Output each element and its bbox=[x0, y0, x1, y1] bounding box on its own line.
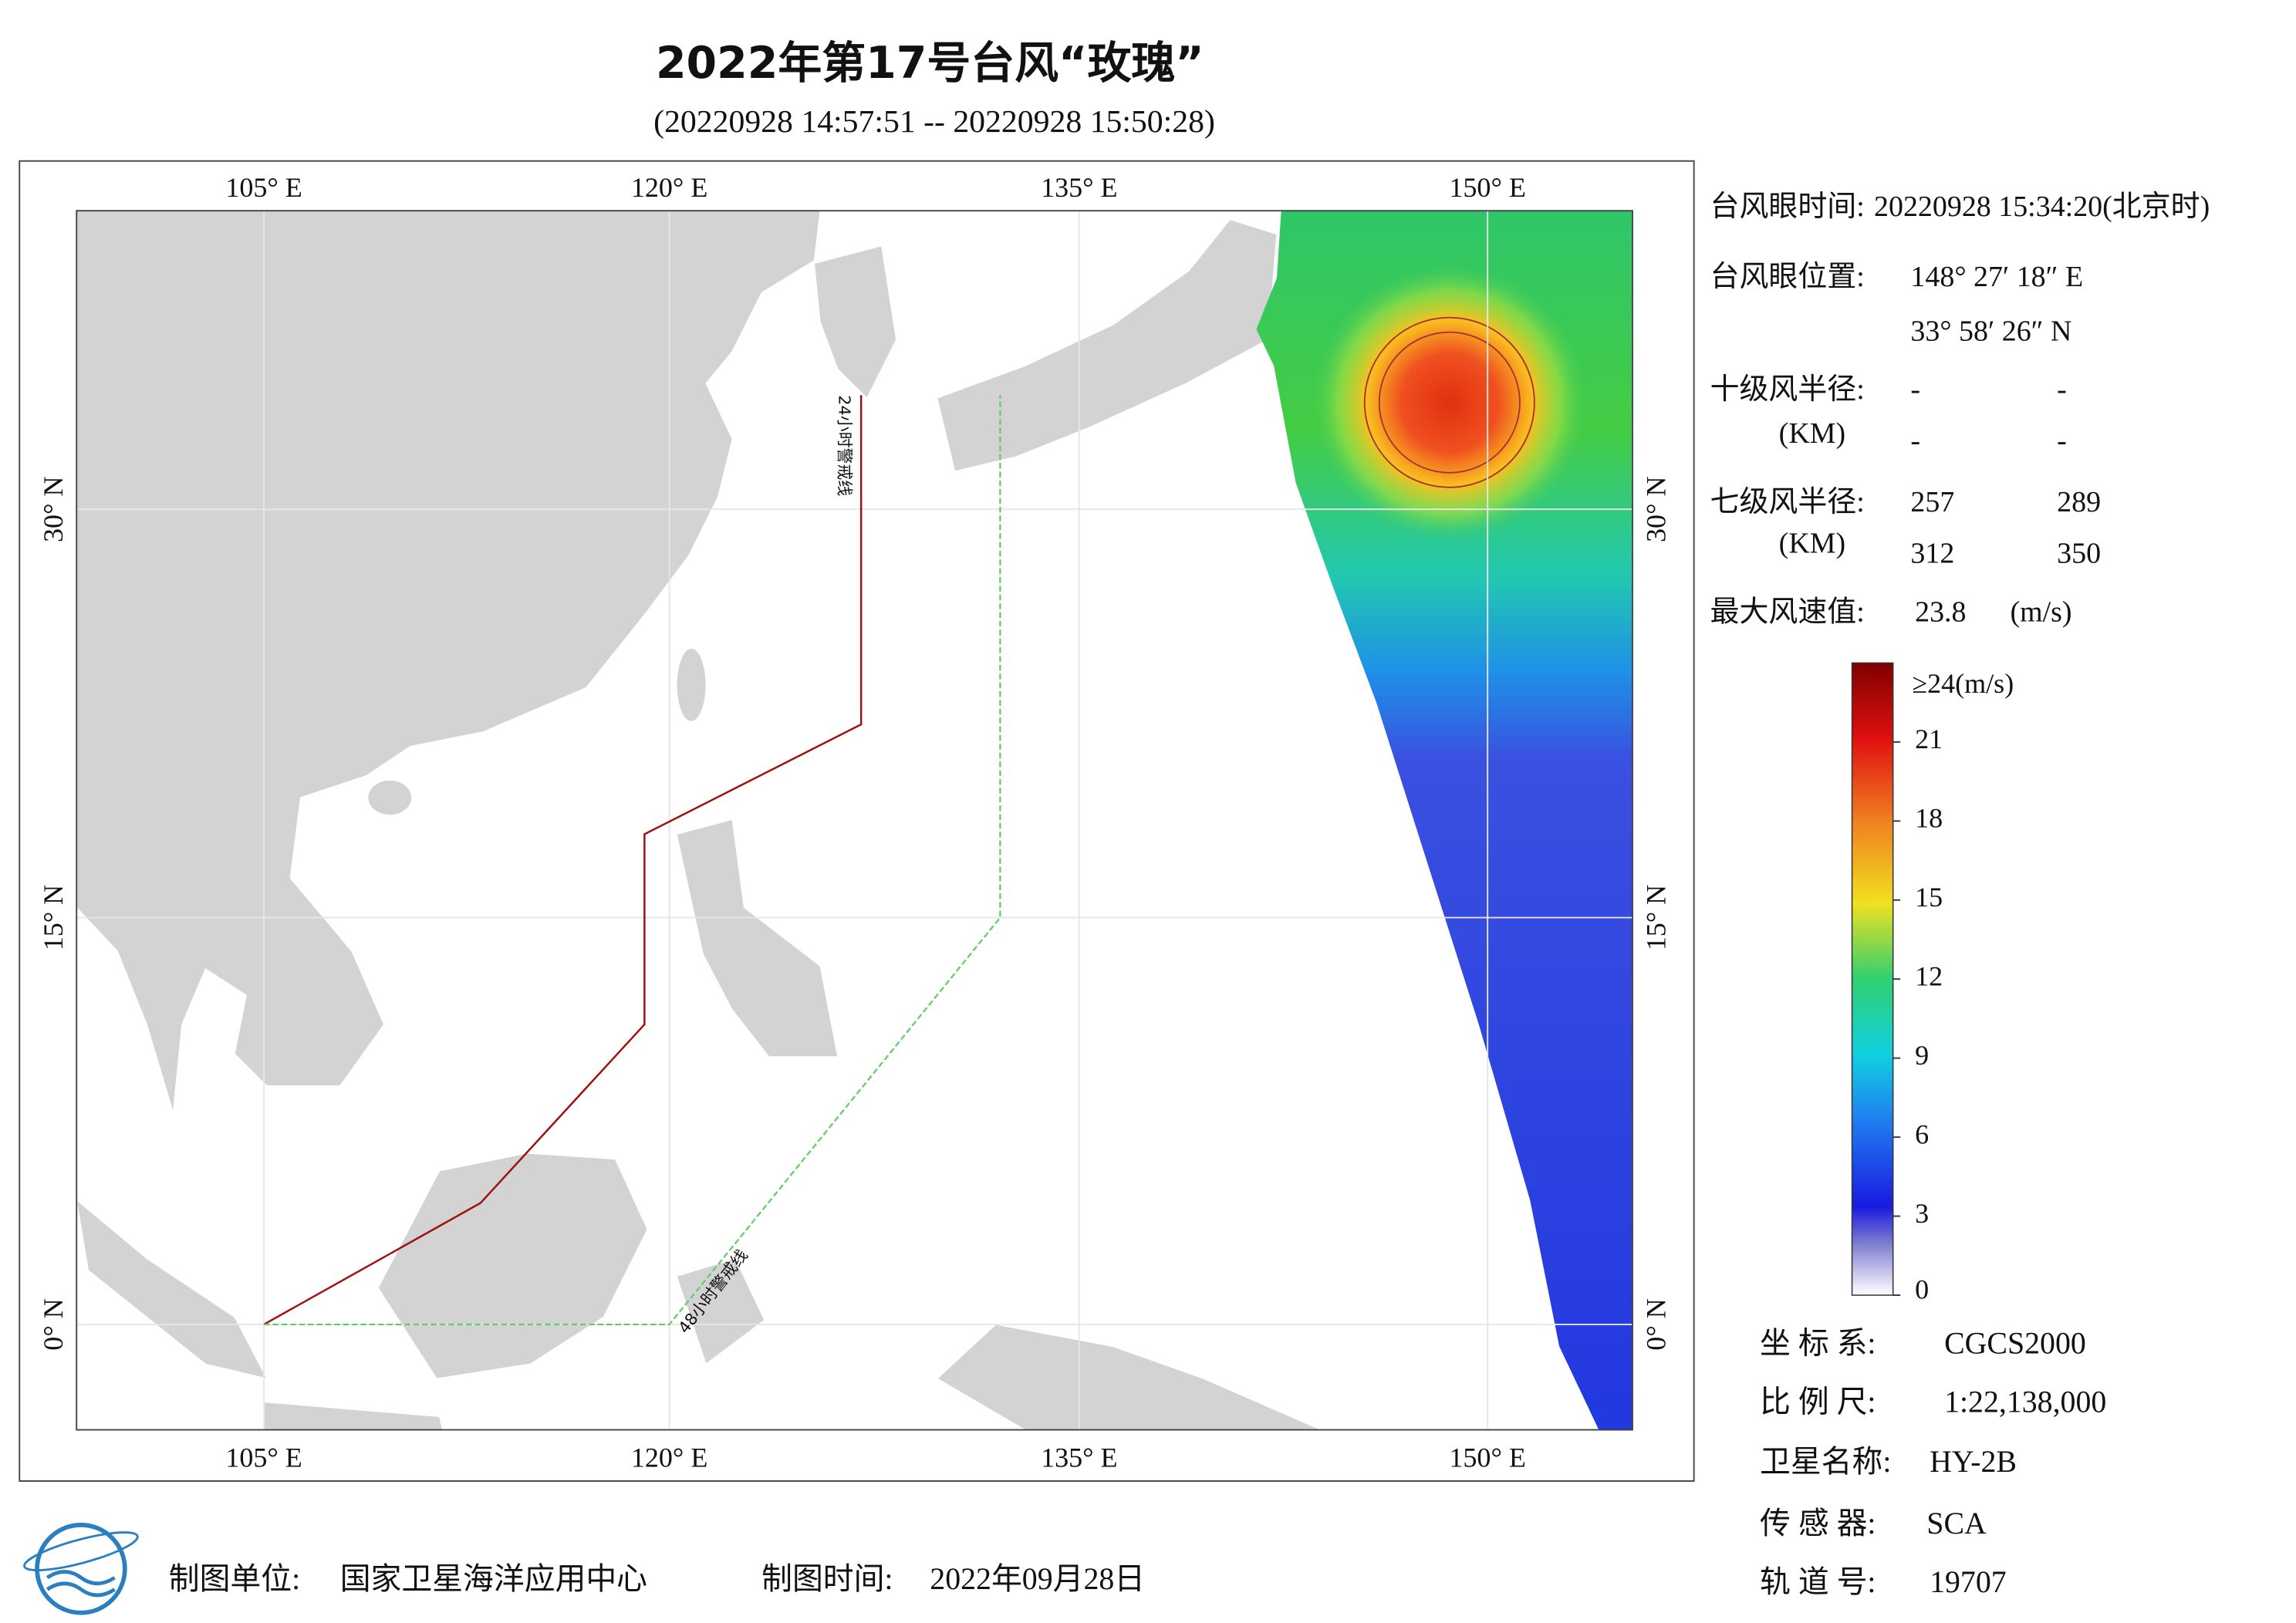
map-border bbox=[76, 210, 1633, 1431]
map-frame bbox=[19, 160, 1695, 1482]
map: 24小时警戒线 48小时警戒线 bbox=[76, 211, 1633, 1430]
lon-label: 135° E bbox=[1041, 1442, 1117, 1473]
lat-labels: 30° N 15° N 0° N 30° N 15° N 0° N bbox=[38, 476, 1671, 1350]
footer-value: 2022年09月28日 bbox=[930, 1561, 1145, 1596]
lon-label: 150° E bbox=[1449, 1442, 1525, 1473]
info-value: - bbox=[2057, 373, 2067, 406]
info-label: 最大风速值: bbox=[1710, 596, 1865, 629]
info-value: 312 bbox=[1910, 538, 1954, 570]
info-value: 33° 58′ 26″ N bbox=[1910, 315, 2071, 347]
japan bbox=[937, 218, 1278, 472]
colorbar-ticks: 0 3 6 9 12 15 18 21 ≥24(m/s) bbox=[1893, 668, 2014, 1304]
colorbar-label: 0 bbox=[1915, 1274, 1929, 1304]
colorbar-label: 12 bbox=[1915, 960, 1943, 991]
hainan bbox=[367, 779, 413, 816]
title: 2022年第17号台风“玫瑰” bbox=[656, 38, 1204, 89]
info-value: 257 bbox=[1910, 486, 1954, 518]
sulawesi bbox=[676, 1257, 765, 1365]
lat-label: 0° N bbox=[38, 1298, 69, 1350]
footer-label: 传 感 器: bbox=[1760, 1506, 1876, 1540]
philippines bbox=[676, 818, 839, 1058]
info-value: - bbox=[1910, 373, 1920, 406]
grid bbox=[76, 211, 1633, 1430]
info-label: 台风眼时间: bbox=[1710, 191, 1865, 223]
lat-label: 0° N bbox=[1640, 1298, 1671, 1350]
colorbar-label: 15 bbox=[1915, 882, 1943, 913]
colorbar-label: ≥24(m/s) bbox=[1912, 668, 2014, 699]
warning-line-24h bbox=[263, 395, 863, 1326]
info-value: 350 bbox=[2057, 538, 2101, 570]
footer-value: HY-2B bbox=[1930, 1444, 2017, 1479]
korea bbox=[813, 245, 897, 400]
logo-ring bbox=[35, 1523, 127, 1615]
footer-value: CGCS2000 bbox=[1944, 1326, 2086, 1361]
info-unit: (KM) bbox=[1779, 417, 1845, 450]
footer-label: 制图时间: bbox=[761, 1561, 893, 1596]
info-unit: (m/s) bbox=[2010, 596, 2071, 629]
lon-label: 150° E bbox=[1449, 172, 1525, 203]
lon-label: 120° E bbox=[631, 172, 707, 203]
footer-label: 轨 道 号: bbox=[1760, 1564, 1876, 1599]
mainland bbox=[76, 211, 821, 1113]
footer-info: 坐 标 系: CGCS2000 比 例 尺: 1:22,138,000 卫星名称… bbox=[169, 1326, 2107, 1599]
info-panel: 台风眼时间: 20220928 15:34:20(北京时) 台风眼位置: 148… bbox=[1710, 191, 2210, 629]
lon-label: 105° E bbox=[225, 172, 302, 203]
footer-label: 制图单位: bbox=[169, 1561, 300, 1596]
lat-label: 30° N bbox=[38, 476, 69, 542]
logo-orbit bbox=[23, 1531, 139, 1571]
lat-label: 30° N bbox=[1640, 476, 1671, 542]
subtitle: (20220928 14:57:51 -- 20220928 15:50:28) bbox=[653, 104, 1215, 140]
footer-value: 1:22,138,000 bbox=[1944, 1384, 2106, 1419]
info-value: 20220928 15:34:20(北京时) bbox=[1874, 191, 2210, 223]
lat-label: 15° N bbox=[1640, 885, 1671, 950]
info-label: 十级风半径: bbox=[1710, 373, 1865, 406]
logo bbox=[23, 1523, 139, 1615]
info-value: - bbox=[1910, 425, 1920, 457]
footer-value: SCA bbox=[1926, 1506, 1987, 1540]
lon-label: 135° E bbox=[1041, 172, 1117, 203]
radius-ring bbox=[1363, 316, 1535, 488]
warning-line-48h bbox=[264, 395, 1001, 1326]
colorbar bbox=[1851, 662, 1894, 1296]
lat-label: 15° N bbox=[38, 885, 69, 950]
lon-labels: 105° E 120° E 135° E 150° E 105° E 120° … bbox=[225, 172, 1526, 1473]
info-value: 289 bbox=[2057, 486, 2101, 518]
footer-label: 比 例 尺: bbox=[1760, 1384, 1876, 1419]
colorbar-label: 21 bbox=[1915, 724, 1943, 754]
sumatra bbox=[76, 1199, 268, 1380]
typhoon-core bbox=[1310, 263, 1589, 542]
info-value: 148° 27′ 18″ E bbox=[1910, 261, 2083, 293]
warning-label: 24小时警戒线 bbox=[835, 395, 853, 496]
lon-label: 105° E bbox=[225, 1442, 302, 1473]
info-unit: (KM) bbox=[1779, 527, 1845, 559]
colorbar-label: 9 bbox=[1915, 1040, 1929, 1071]
radius-ring bbox=[1378, 331, 1521, 474]
info-label: 台风眼位置: bbox=[1710, 261, 1865, 293]
colorbar-label: 6 bbox=[1915, 1119, 1929, 1149]
colorbar-label: 18 bbox=[1915, 803, 1943, 834]
footer-label: 卫星名称: bbox=[1760, 1444, 1891, 1479]
info-label: 七级风半径: bbox=[1710, 486, 1865, 518]
colorbar-label: 3 bbox=[1915, 1198, 1929, 1229]
new-guinea bbox=[936, 1324, 1322, 1430]
footer-value: 19707 bbox=[1930, 1564, 2007, 1599]
taiwan bbox=[676, 647, 707, 722]
lon-label: 120° E bbox=[631, 1442, 707, 1473]
borneo bbox=[377, 1152, 648, 1379]
footer-label: 坐 标 系: bbox=[1760, 1326, 1876, 1361]
logo-waves bbox=[46, 1570, 116, 1598]
land bbox=[76, 211, 1322, 1430]
footer-value: 国家卫星海洋应用中心 bbox=[340, 1561, 647, 1596]
info-value: - bbox=[2057, 425, 2067, 457]
info-value: 23.8 bbox=[1915, 596, 1966, 629]
